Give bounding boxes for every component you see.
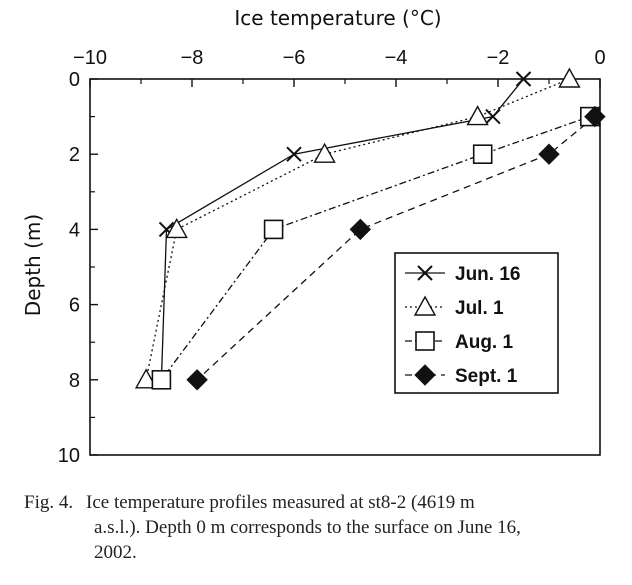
x-tick-label: 0 — [594, 47, 605, 69]
data-point-2 — [558, 67, 581, 88]
caption-label: Fig. 4. — [24, 492, 74, 513]
caption-line-1: Ice temperature profiles measured at st8… — [86, 492, 475, 513]
legend-label: Jul. 1 — [455, 298, 504, 319]
ice-temperature-chart: −10 −8 −6 −4 −2 0 0 2 4 6 8 10 Ice temperature (°C)… — [21, 6, 606, 467]
legend-marker — [415, 331, 435, 351]
data-point-3 — [472, 144, 493, 164]
data-point-1 — [485, 108, 501, 125]
x-tick-label: −8 — [181, 47, 204, 69]
caption-line-3: 2002. — [94, 542, 137, 563]
y-tick-label: 8 — [69, 370, 80, 392]
y-tick-label: 10 — [58, 445, 80, 467]
data-point-1 — [515, 71, 532, 87]
data-point-2 — [165, 217, 188, 239]
legend-marker — [417, 265, 433, 281]
data-point-3 — [151, 369, 172, 390]
caption-line-2: a.s.l.). Depth 0 m corresponds to the su… — [94, 517, 521, 538]
x-axis-title: Ice temperature (°C) — [234, 6, 441, 30]
data-point-4 — [538, 143, 560, 165]
data-point-3 — [263, 219, 284, 240]
data-point-2 — [313, 142, 336, 163]
legend-label: Sept. 1 — [455, 366, 518, 387]
y-tick-label: 0 — [69, 69, 80, 91]
x-tick-label: −6 — [283, 47, 306, 69]
figure-caption: Fig. 4. Ice temperature profiles measured… — [24, 490, 620, 565]
legend-label: Aug. 1 — [455, 332, 513, 353]
data-point-1 — [286, 146, 302, 162]
data-point-4 — [349, 218, 372, 241]
x-tick-label: −4 — [385, 47, 408, 69]
legend: Jun. 16 Jul. 1 Aug. 1 Sept. 1 — [394, 252, 559, 394]
data-point-4 — [584, 105, 606, 128]
y-axis-title: Depth (m) — [21, 214, 45, 316]
y-tick-label: 2 — [69, 144, 80, 166]
legend-label: Jun. 16 — [455, 264, 520, 285]
series-line-3 — [160, 115, 591, 381]
data-point-4 — [186, 369, 208, 391]
data-point-2 — [466, 105, 489, 126]
y-tick-label: 6 — [69, 295, 80, 317]
legend-marker — [413, 295, 437, 316]
data-point-2 — [134, 368, 158, 389]
legend-marker — [414, 364, 436, 386]
x-tick-label: −10 — [73, 47, 107, 69]
y-tick-label: 4 — [69, 219, 80, 241]
series-line-4 — [196, 116, 596, 381]
x-tick-label: −2 — [487, 47, 510, 69]
